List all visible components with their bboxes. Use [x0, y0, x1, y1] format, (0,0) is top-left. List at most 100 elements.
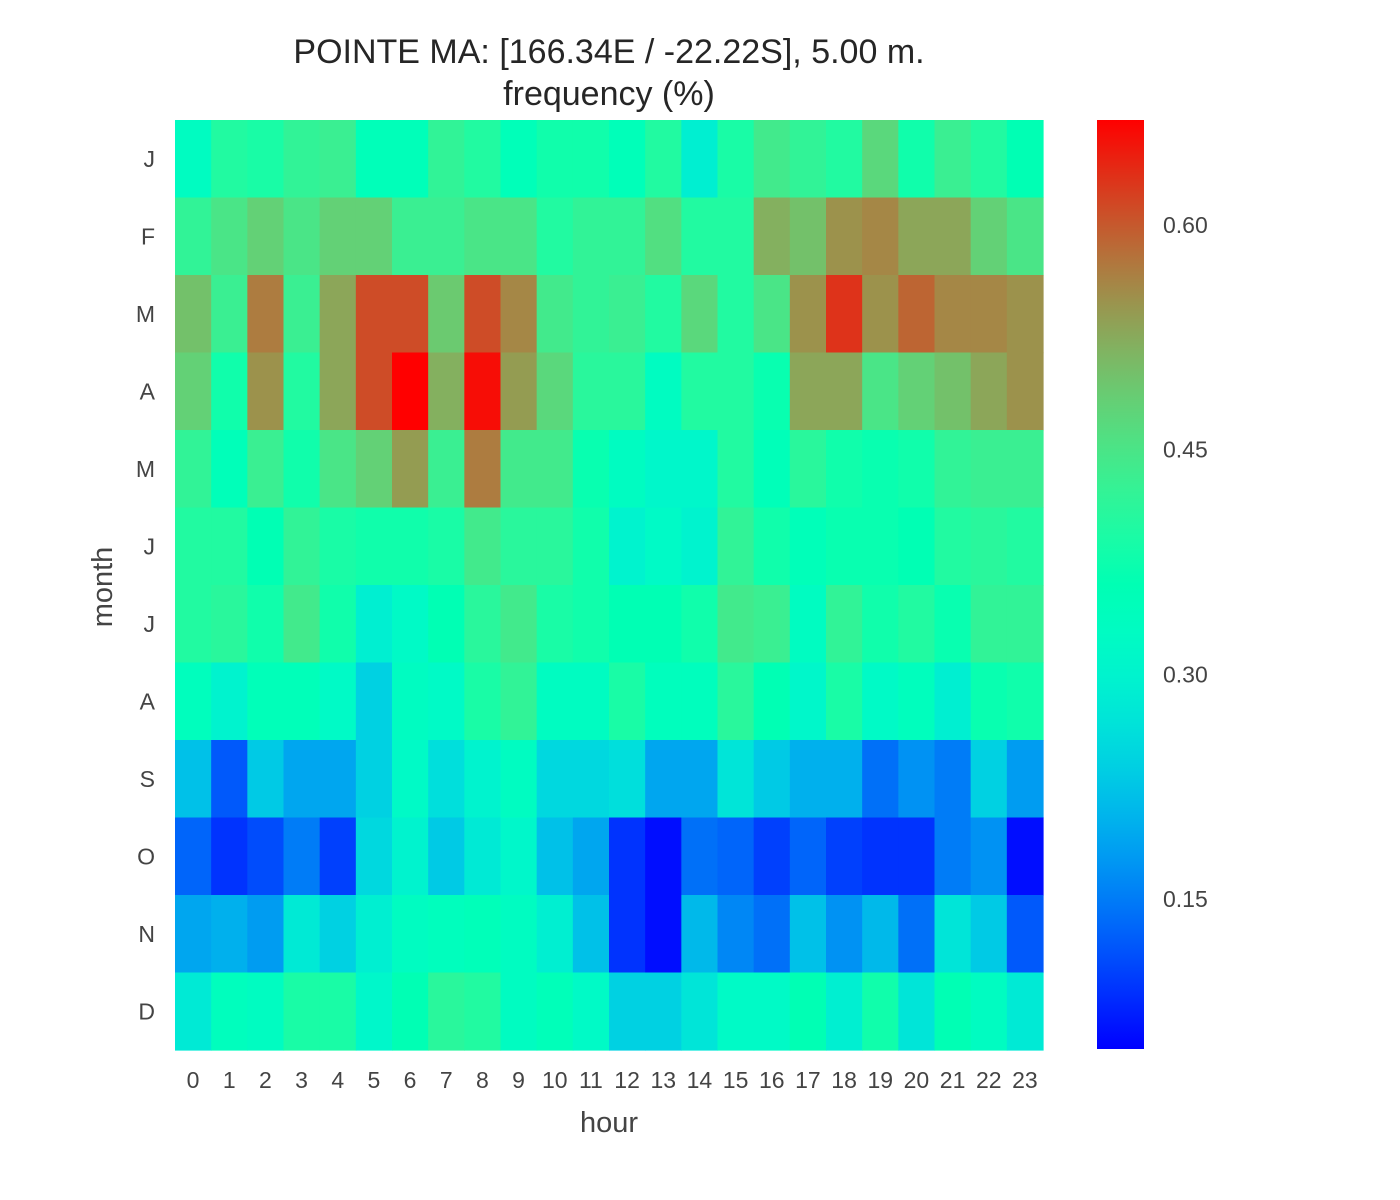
heatmap-cell [609, 197, 646, 276]
heatmap-cell [645, 197, 682, 276]
heatmap-cell [934, 662, 972, 741]
heatmap-cell [319, 352, 357, 431]
heatmap-cell [862, 507, 899, 586]
heatmap-cell [283, 585, 321, 664]
heatmap-cell [826, 895, 863, 974]
heatmap-cell [247, 585, 285, 664]
heatmap-cell [753, 275, 791, 354]
x-tick-label: 20 [904, 1067, 930, 1093]
heatmap-cell [355, 275, 393, 354]
heatmap-cell [681, 352, 719, 431]
heatmap-cell [428, 120, 465, 199]
heatmap-cell [247, 197, 285, 276]
heatmap-cell [211, 585, 248, 664]
heatmap-cell [500, 972, 538, 1051]
heatmap-cell [572, 275, 610, 354]
heatmap-cell [789, 507, 827, 586]
heatmap-cell [753, 507, 791, 586]
heatmap-cell [175, 662, 212, 741]
heatmap-cell [392, 740, 429, 819]
heatmap-cell [464, 740, 502, 819]
heatmap-cell [536, 352, 574, 431]
heatmap-cell [862, 662, 899, 741]
heatmap-cell [609, 352, 646, 431]
x-tick-label: 19 [867, 1067, 893, 1093]
heatmap-cell [355, 430, 393, 509]
x-tick-label: 7 [440, 1067, 453, 1093]
y-tick-label: J [144, 611, 156, 637]
heatmap-cell [970, 895, 1008, 974]
heatmap-cell [319, 507, 357, 586]
heatmap-cell [970, 352, 1008, 431]
heatmap-cell [681, 585, 719, 664]
y-tick-label: J [144, 533, 156, 559]
heatmap-cell [645, 585, 682, 664]
heatmap-cell [319, 662, 357, 741]
x-tick-label: 6 [404, 1067, 417, 1093]
heatmap-cell [319, 275, 357, 354]
heatmap-cell [536, 430, 574, 509]
colorbar-tick-label: 0.15 [1163, 886, 1208, 912]
heatmap-cell [536, 662, 574, 741]
heatmap-cell [283, 817, 321, 896]
heatmap-cell [789, 120, 827, 199]
heatmap-cell [826, 972, 863, 1051]
heatmap-cell [464, 895, 502, 974]
heatmap-cell [536, 895, 574, 974]
heatmap-cell [645, 275, 682, 354]
heatmap-cell [392, 430, 429, 509]
heatmap-cell [934, 430, 972, 509]
heatmap-cell [789, 740, 827, 819]
heatmap-cell [175, 972, 212, 1051]
chart-title: POINTE MA: [166.34E / -22.22S], 5.00 m. [293, 33, 924, 71]
x-axis-label: hour [580, 1107, 638, 1139]
heatmap-cell [247, 740, 285, 819]
heatmap-cell [355, 352, 393, 431]
colorbar-tick-label: 0.60 [1163, 212, 1208, 238]
heatmap-cell [645, 430, 682, 509]
x-tick-label: 2 [259, 1067, 272, 1093]
x-tick-label: 22 [976, 1067, 1002, 1093]
heatmap-cell [392, 197, 429, 276]
y-tick-label: O [137, 843, 155, 869]
heatmap-cell [1006, 662, 1044, 741]
heatmap-cell [645, 120, 682, 199]
heatmap-cell [898, 352, 936, 431]
heatmap-cell [536, 972, 574, 1051]
heatmap-cell [826, 740, 863, 819]
heatmap-cell [464, 120, 502, 199]
heatmap-cell [934, 275, 972, 354]
heatmap-cell [319, 585, 357, 664]
heatmap-cells [175, 120, 1044, 1051]
heatmap-cell [247, 972, 285, 1051]
heatmap-cell [862, 895, 899, 974]
y-axis-label: month [87, 547, 119, 628]
y-tick-label: N [138, 921, 155, 947]
heatmap-cell [717, 585, 755, 664]
chart-subtitle: frequency (%) [503, 75, 715, 113]
heatmap-cell [572, 120, 610, 199]
colorbar-tick-labels: 0.15 0.30 0.45 0.60 [1163, 212, 1208, 912]
x-tick-label: 14 [687, 1067, 713, 1093]
heatmap-cell [970, 120, 1008, 199]
y-tick-label: A [140, 378, 156, 404]
heatmap-cell [970, 972, 1008, 1051]
colorbar-tick-label: 0.30 [1163, 661, 1208, 687]
colorbar-tick-label: 0.45 [1163, 437, 1208, 463]
heatmap-cell [247, 430, 285, 509]
heatmap-cell [428, 352, 465, 431]
heatmap-cell [934, 197, 972, 276]
heatmap-cell [970, 430, 1008, 509]
heatmap-cell [247, 275, 285, 354]
heatmap-cell [717, 507, 755, 586]
heatmap-cell [753, 817, 791, 896]
heatmap-cell [826, 197, 863, 276]
heatmap-cell [898, 895, 936, 974]
heatmap-cell [211, 430, 248, 509]
heatmap-cell [428, 740, 465, 819]
heatmap-cell [464, 817, 502, 896]
heatmap-cell [862, 352, 899, 431]
heatmap-cell [572, 507, 610, 586]
heatmap-cell [392, 352, 429, 431]
heatmap-cell [717, 817, 755, 896]
